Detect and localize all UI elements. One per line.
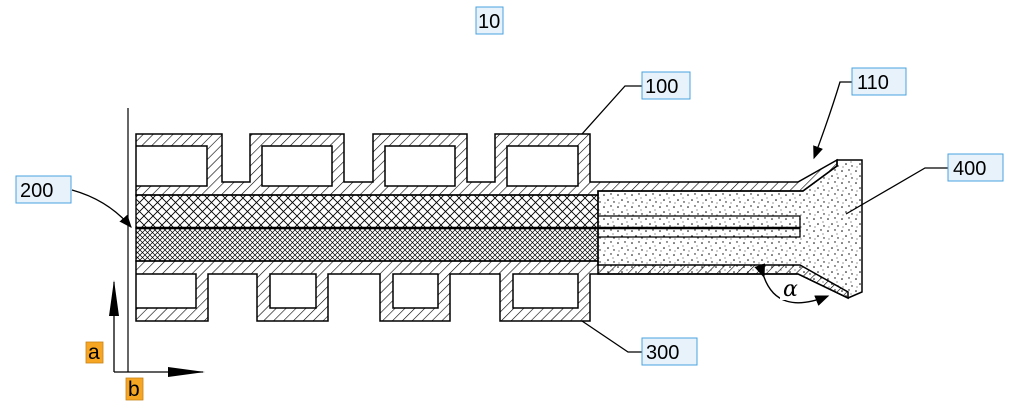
- axis-a-label-bg: [85, 341, 104, 364]
- angle-label-bg: [780, 279, 800, 300]
- leader-400: [845, 167, 948, 215]
- core-lower-layer: [135, 227, 599, 262]
- figure-number: 10: [478, 11, 500, 33]
- angle-label: α: [783, 277, 798, 302]
- label-100: 100: [645, 76, 678, 98]
- label-box-100: [641, 71, 691, 100]
- leader-300: [581, 320, 642, 353]
- label-box-110: [851, 67, 907, 96]
- axis-a-arrowhead: [109, 280, 119, 316]
- inner-sleeve: [598, 215, 801, 238]
- axis-b-label: b: [128, 378, 140, 401]
- label-300: 300: [646, 342, 679, 364]
- arrow-200: [71, 189, 132, 228]
- top-frame: [135, 133, 838, 196]
- arrow-110: [813, 81, 852, 160]
- label-110: 110: [857, 72, 889, 94]
- axis-b-label-bg: [125, 377, 144, 401]
- label-box-300: [641, 337, 698, 366]
- core-upper-layer: [135, 194, 599, 229]
- axis-a-label: a: [88, 341, 100, 364]
- figure-number-box: [475, 6, 504, 35]
- label-box-400: [947, 153, 1004, 182]
- angle-arc: [754, 263, 830, 306]
- leader-100: [581, 85, 642, 135]
- label-box-200: [15, 175, 72, 204]
- label-200: 200: [20, 180, 53, 202]
- axis-b-arrowhead: [168, 367, 205, 377]
- label-400: 400: [953, 158, 986, 180]
